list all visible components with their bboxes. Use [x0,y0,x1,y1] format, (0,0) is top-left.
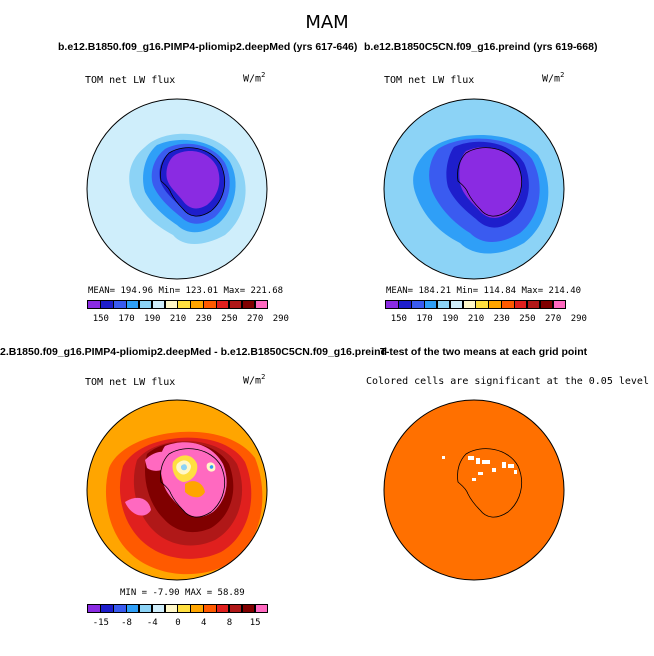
panel-3-colorbar-tick: 4 [200,618,207,628]
panel-2-colorbar [385,300,567,309]
panel-3-colorbar-swatch [228,604,243,613]
panel-1-colorbar-swatch [125,300,140,309]
panel-4-note: Colored cells are significant at the 0.0… [366,376,649,387]
panel-3-title: 2.B1850.f09_g16.PIMP4-pliomip2.deepMed -… [0,346,387,358]
panel-2-colorbar-swatch [411,300,425,309]
panel-4-title: T-test of the two means at each grid poi… [380,346,588,358]
panel-1-variable-label: TOM net LW flux [85,75,176,86]
panel-1-colorbar-tick: 290 [272,314,289,324]
panel-2-colorbar-tick: 170 [416,314,433,324]
panel-2-colorbar-swatch [552,300,567,309]
panel-2-colorbar-tick: 150 [390,314,407,324]
panel-3-colorbar-tick: -15 [92,618,109,628]
panel-1-colorbar-swatch [113,300,127,309]
panel-2-colorbar-swatch [501,300,515,309]
panel-2-variable-label: TOM net LW flux [384,75,475,86]
panel-3-colorbar-swatch [203,604,217,613]
panel-1-colorbar-swatch [190,300,204,309]
panel-1-colorbar-tick: 170 [118,314,135,324]
panel-4-polar-map [383,399,565,581]
panel-2-colorbar-tick: 270 [545,314,562,324]
panel-3-stats: MIN = -7.90 MAX = 58.89 [120,588,245,598]
panel-2-colorbar-tick: 230 [493,314,510,324]
panel-1-colorbar-swatch [138,300,153,309]
panel-2-colorbar-swatch [449,300,464,309]
panel-3-colorbar-swatch [241,604,256,613]
panel-1-colorbar-swatch [203,300,217,309]
panel-2-stats: MEAN= 184.21 Min= 114.84 Max= 214.40 [386,286,582,296]
panel-3-colorbar-swatch [125,604,140,613]
panel-2-colorbar-swatch [436,300,451,309]
panel-3-colorbar-swatch [100,604,114,613]
panel-2-colorbar-tick: 190 [442,314,459,324]
panel-2-colorbar-swatch [475,300,489,309]
panel-2-colorbar-swatch [462,300,477,309]
panel-2-colorbar-tick: 210 [467,314,485,324]
panel-1-colorbar-swatch [151,300,166,309]
panel-3-colorbar-tick: 0 [175,618,181,628]
panel-3-colorbar-tick: -4 [146,618,158,628]
panel-2-units: W/m2 [542,71,565,85]
panel-1-colorbar-tick: 190 [144,314,161,324]
panel-1-polar-map [86,98,268,280]
panel-1-colorbar-swatch [87,300,101,309]
panel-3-colorbar-swatch [87,604,101,613]
panel-3-variable-label: TOM net LW flux [85,377,176,388]
panel-1-colorbar-swatch [254,300,269,309]
panel-3-colorbar-swatch [177,604,191,613]
panel-1-colorbar-tick: 150 [92,314,109,324]
panel-2-colorbar-swatch [423,300,438,309]
panel-3-colorbar [87,604,269,613]
panel-3-colorbar-swatch [151,604,166,613]
panel-3-colorbar-tick: 8 [226,618,233,628]
panel-3-colorbar-swatch [113,604,127,613]
panel-3-units: W/m2 [243,373,266,387]
panel-3-colorbar-swatch [164,604,179,613]
panel-1-colorbar-swatch [177,300,191,309]
figure-title: MAM [305,12,349,33]
panel-2-colorbar-swatch [526,300,541,309]
panel-2-colorbar-swatch [385,300,399,309]
panel-1-colorbar-swatch [216,300,230,309]
panel-1-colorbar-tick: 230 [195,314,212,324]
panel-3-colorbar-swatch [190,604,204,613]
panel-1-colorbar-tick: 210 [169,314,187,324]
panel-1-colorbar [87,300,269,309]
panel-1-title: b.e12.B1850.f09_g16.PIMP4-pliomip2.deepM… [58,41,358,53]
panel-1-units: W/m2 [243,71,266,85]
panel-1-colorbar-swatch [164,300,179,309]
panel-2-colorbar-swatch [488,300,502,309]
panel-1-colorbar-swatch [241,300,256,309]
panel-3-colorbar-tick: -8 [121,618,132,628]
panel-2-title: b.e12.B1850C5CN.f09_g16.preind (yrs 619-… [364,41,598,53]
panel-3-polar-map [86,399,268,581]
panel-1-stats: MEAN= 194.96 Min= 123.01 Max= 221.68 [88,286,284,296]
panel-2-colorbar-tick: 290 [570,314,587,324]
panel-1-colorbar-swatch [100,300,114,309]
panel-3-colorbar-swatch [254,604,269,613]
panel-2-colorbar-swatch [539,300,554,309]
panel-3-colorbar-tick: 15 [249,618,261,628]
panel-3-colorbar-swatch [138,604,153,613]
panel-1-colorbar-swatch [228,300,243,309]
panel-1-colorbar-tick: 250 [221,314,238,324]
panel-1-colorbar-tick: 270 [247,314,264,324]
panel-2-colorbar-tick: 250 [519,314,536,324]
panel-3-colorbar-swatch [216,604,230,613]
panel-2-polar-map [383,98,565,280]
panel-2-colorbar-swatch [398,300,412,309]
panel-2-colorbar-swatch [514,300,528,309]
